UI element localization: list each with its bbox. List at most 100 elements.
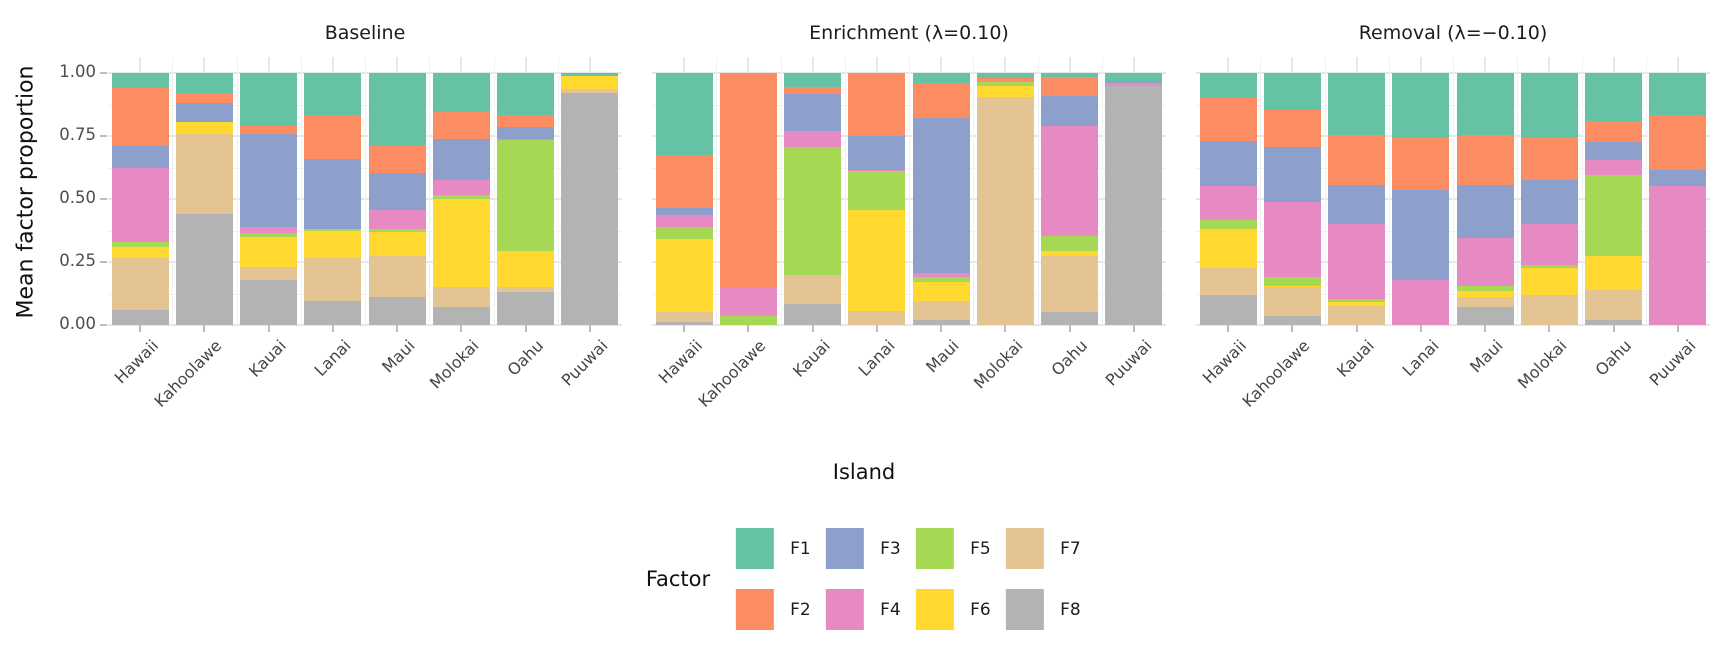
vertical-minor-gridline bbox=[844, 57, 846, 325]
x-tick-label-hawaii: Hawaii bbox=[654, 336, 706, 388]
bar-segment-f8 bbox=[497, 292, 555, 325]
bar-segment-f3 bbox=[1263, 147, 1321, 202]
vertical-minor-gridline bbox=[1260, 57, 1262, 325]
y-tick-label: 0.50 bbox=[59, 188, 96, 207]
bar-segment-f7 bbox=[240, 267, 298, 280]
bar-segment-f1 bbox=[912, 73, 970, 84]
legend-swatch-f8 bbox=[1006, 589, 1045, 630]
bar-segment-f6 bbox=[561, 75, 619, 90]
vertical-minor-gridline bbox=[1101, 57, 1103, 325]
facet-panel bbox=[108, 57, 622, 326]
major-gridline bbox=[108, 324, 622, 326]
bar-segment-f1 bbox=[976, 73, 1034, 79]
legend-swatch-f4 bbox=[826, 589, 865, 630]
x-tick bbox=[1419, 325, 1422, 332]
legend-label: F8 bbox=[1060, 599, 1081, 620]
stacked-bar-oahu bbox=[1041, 73, 1099, 325]
stacked-bar-oahu bbox=[1585, 73, 1643, 325]
x-tick-label-kauai: Kauai bbox=[789, 336, 835, 381]
stacked-bar-hawaii bbox=[655, 73, 713, 325]
bar-segment-f5 bbox=[1585, 175, 1643, 256]
bar-segment-f6 bbox=[1328, 302, 1386, 307]
vertical-minor-gridline bbox=[1517, 57, 1519, 325]
y-tick-label: 0.00 bbox=[59, 314, 96, 333]
bar-segment-f6 bbox=[175, 122, 233, 134]
bar-segment-f5 bbox=[497, 139, 555, 251]
bar-segment-f3 bbox=[111, 146, 169, 168]
x-tick-label-molokai: Molokai bbox=[970, 336, 1027, 393]
bar-segment-f1 bbox=[784, 73, 842, 87]
legend-label: F7 bbox=[1060, 538, 1081, 559]
bar-segment-f3 bbox=[240, 133, 298, 227]
y-tick bbox=[100, 72, 107, 74]
x-tick-label-puuwai: Puuwai bbox=[1645, 336, 1700, 390]
bar-segment-f4 bbox=[719, 288, 777, 317]
bar-segment-f8 bbox=[1456, 307, 1514, 325]
bar-segment-f5 bbox=[1520, 264, 1578, 269]
bar-segment-f3 bbox=[175, 103, 233, 123]
bar-segment-f6 bbox=[1199, 229, 1257, 269]
x-tick bbox=[683, 325, 686, 332]
facet-title: Removal (λ=−0.10) bbox=[1358, 22, 1548, 44]
bar-segment-f5 bbox=[240, 233, 298, 237]
bar-segment-f4 bbox=[1585, 159, 1643, 176]
x-tick bbox=[811, 325, 814, 332]
stacked-bar-kauai bbox=[240, 73, 298, 325]
bar-segment-f2 bbox=[368, 146, 426, 173]
bar-segment-f7 bbox=[1456, 297, 1514, 308]
bar-segment-f8 bbox=[784, 303, 842, 325]
bar-segment-f7 bbox=[111, 258, 169, 310]
x-tick bbox=[875, 325, 878, 332]
bar-segment-f7 bbox=[784, 274, 842, 304]
x-tick-label-maui: Maui bbox=[922, 336, 963, 377]
stacked-bar-kauai bbox=[784, 73, 842, 325]
x-tick-label-maui: Maui bbox=[1466, 336, 1507, 377]
bar-segment-f1 bbox=[1585, 73, 1643, 121]
vertical-minor-gridline bbox=[780, 57, 782, 325]
legend-label: F6 bbox=[970, 599, 991, 620]
bar-segment-f4 bbox=[1105, 83, 1163, 86]
bar-segment-f2 bbox=[1041, 76, 1099, 96]
bar-segment-f6 bbox=[1520, 268, 1578, 295]
bar-segment-f4 bbox=[111, 167, 169, 242]
stacked-bar-lanai bbox=[848, 73, 906, 325]
bar-segment-f5 bbox=[912, 277, 970, 283]
bar-segment-f1 bbox=[1105, 73, 1163, 81]
stacked-bar-hawaii bbox=[1199, 73, 1257, 325]
stacked-bar-molokai bbox=[432, 73, 490, 325]
legend-swatch-f3 bbox=[826, 528, 865, 569]
bar-segment-f1 bbox=[1520, 73, 1578, 138]
vertical-minor-gridline bbox=[1645, 57, 1647, 325]
bar-segment-f5 bbox=[655, 226, 713, 240]
bar-segment-f1 bbox=[1263, 73, 1321, 110]
legend-entry-f8: F8 bbox=[1006, 589, 1082, 630]
bar-segment-f5 bbox=[1041, 235, 1099, 251]
x-tick bbox=[1484, 325, 1487, 332]
bar-segment-f2 bbox=[784, 86, 842, 95]
stacked-bar-kahoolawe bbox=[175, 73, 233, 325]
bar-segment-f3 bbox=[1456, 185, 1514, 239]
bar-segment-f2 bbox=[1263, 109, 1321, 148]
x-tick-label-molokai: Molokai bbox=[426, 336, 483, 393]
x-tick bbox=[588, 325, 591, 332]
facet-title: Enrichment (λ=0.10) bbox=[809, 22, 1009, 44]
bar-segment-f3 bbox=[1041, 95, 1099, 126]
bar-segment-f1 bbox=[1328, 73, 1386, 135]
legend-entry-f5: F5 bbox=[916, 528, 992, 569]
bar-segment-f8 bbox=[368, 297, 426, 325]
vertical-minor-gridline bbox=[557, 57, 559, 325]
legend-entries: F1 F2 F3 F4 F5 F6 F7 F8 bbox=[736, 528, 1082, 630]
vertical-minor-gridline bbox=[300, 57, 302, 325]
x-tick bbox=[267, 325, 270, 332]
x-tick bbox=[1676, 325, 1679, 332]
bar-segment-f1 bbox=[1199, 73, 1257, 99]
bar-segment-f7 bbox=[848, 311, 906, 325]
legend-label: F3 bbox=[880, 538, 901, 559]
x-tick bbox=[524, 325, 527, 332]
stacked-bar-puuwai bbox=[1649, 73, 1707, 325]
bar-segment-f7 bbox=[1263, 287, 1321, 317]
bar-segment-f5 bbox=[719, 316, 777, 325]
stacked-bar-kauai bbox=[1328, 73, 1386, 325]
y-tick bbox=[100, 261, 107, 263]
y-tick bbox=[100, 198, 107, 200]
